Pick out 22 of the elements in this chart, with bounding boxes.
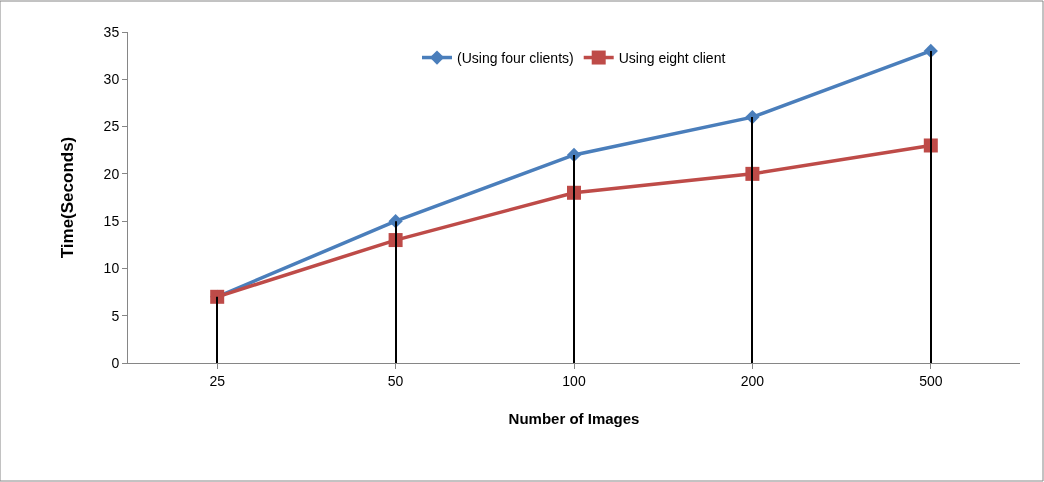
y-tick-label: 20 [103,165,120,182]
x-axis-title: Number of Images [508,409,640,427]
y-tick-label: 30 [103,71,120,88]
x-tick-label: 100 [562,372,586,389]
bar [216,296,218,363]
x-tick-label: 25 [209,372,226,389]
y-axis-title: Time(Seconds) [58,136,78,259]
x-tick-label: 50 [387,372,404,389]
bar [573,154,575,363]
x-tick-label: 200 [740,372,765,389]
y-tick-label: 5 [111,307,120,324]
x-tick-label: 500 [919,372,943,389]
y-tick-label: 15 [103,213,120,230]
bar [930,50,932,363]
legend-label: Using eight client [618,49,726,66]
legend-label: (Using four clients) [457,49,574,66]
bar [751,117,753,363]
y-tick-label: 25 [103,118,120,135]
bar [395,221,397,363]
y-tick-label: 35 [103,23,120,40]
y-tick-label: 0 [111,354,120,371]
y-tick-label: 10 [103,260,120,277]
